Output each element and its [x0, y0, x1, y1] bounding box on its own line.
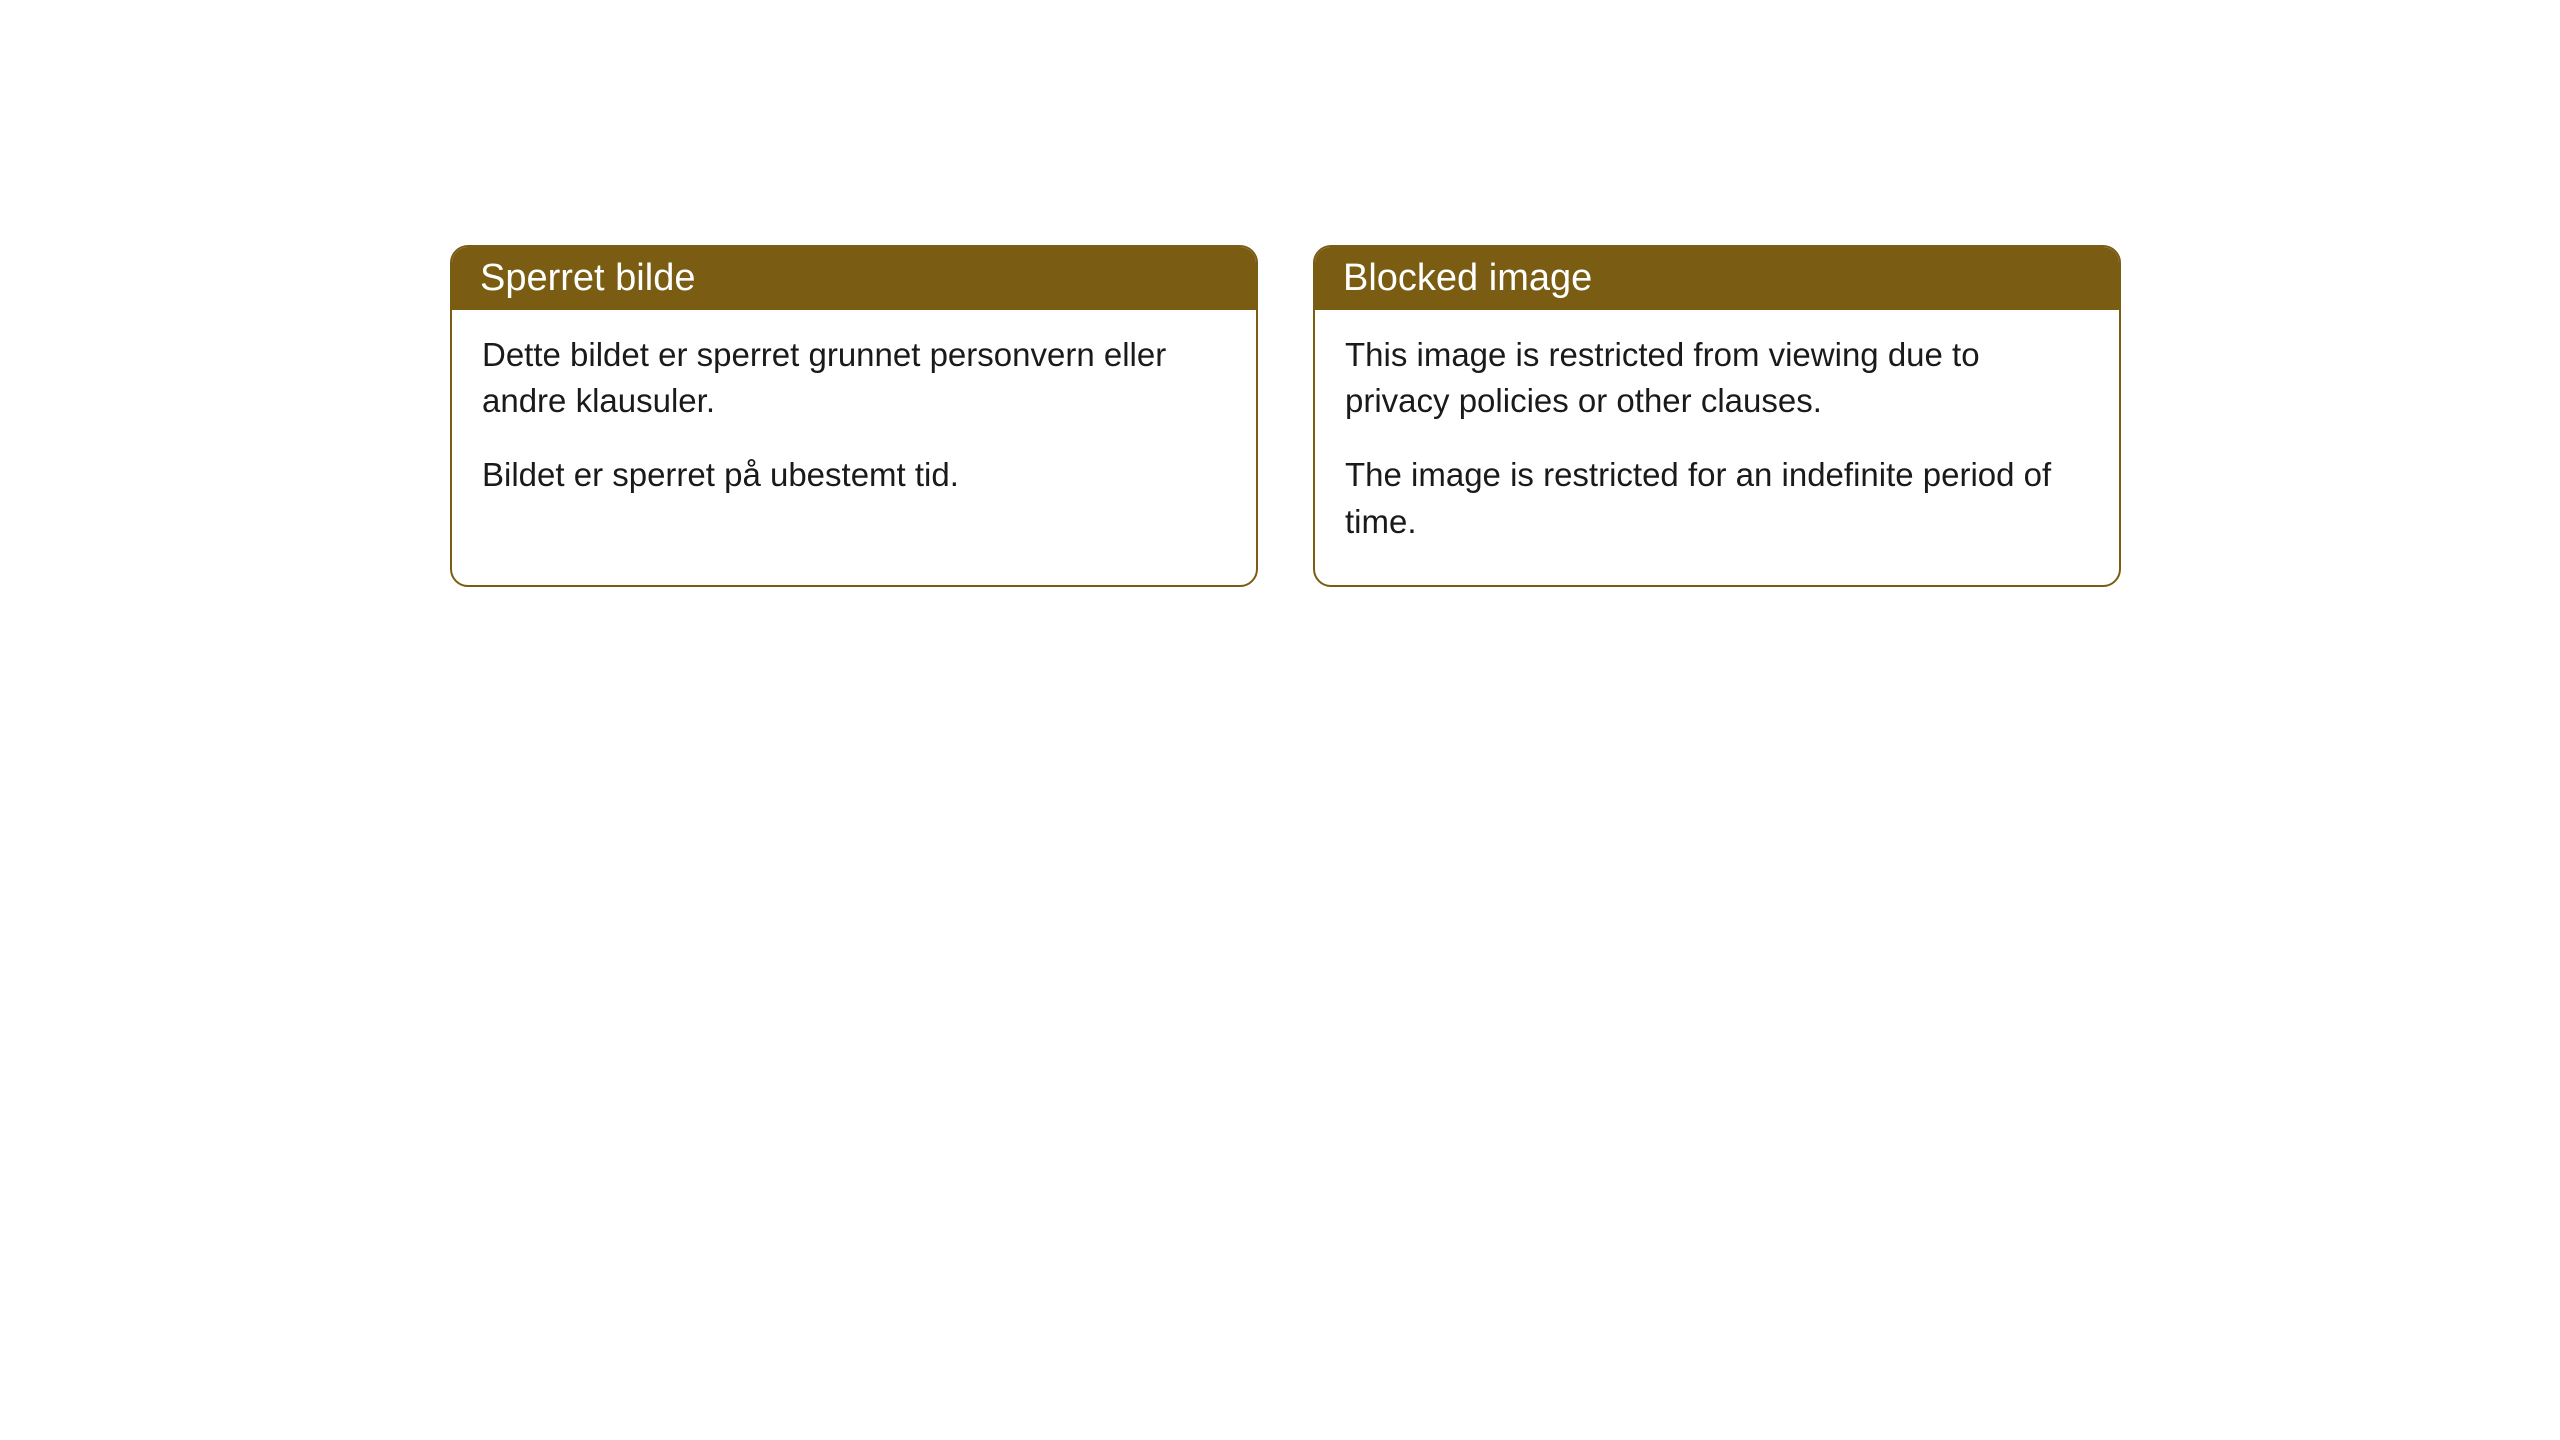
card-title: Blocked image	[1343, 257, 1592, 299]
card-header-english: Blocked image	[1315, 247, 2119, 310]
card-title: Sperret bilde	[480, 257, 695, 299]
card-body-english: This image is restricted from viewing du…	[1315, 310, 2119, 585]
card-paragraph-1: This image is restricted from viewing du…	[1345, 332, 2089, 424]
card-header-norwegian: Sperret bilde	[452, 247, 1256, 310]
card-paragraph-1: Dette bildet er sperret grunnet personve…	[482, 332, 1226, 424]
blocked-image-card-norwegian: Sperret bilde Dette bildet er sperret gr…	[450, 245, 1258, 587]
card-paragraph-2: The image is restricted for an indefinit…	[1345, 452, 2089, 544]
card-paragraph-2: Bildet er sperret på ubestemt tid.	[482, 452, 1226, 498]
notice-cards-container: Sperret bilde Dette bildet er sperret gr…	[450, 245, 2121, 587]
blocked-image-card-english: Blocked image This image is restricted f…	[1313, 245, 2121, 587]
card-body-norwegian: Dette bildet er sperret grunnet personve…	[452, 310, 1256, 539]
